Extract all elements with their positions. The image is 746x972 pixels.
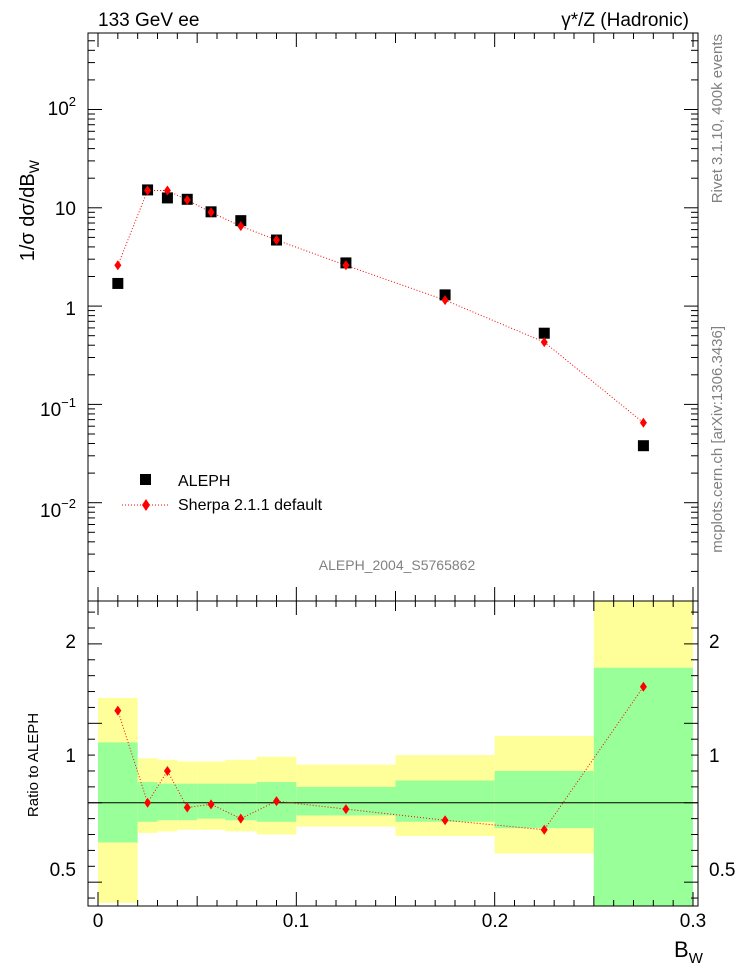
data-point	[439, 289, 451, 301]
mc-point	[342, 260, 350, 271]
ratio-point	[273, 796, 280, 807]
ratio-ytick-0.5-right: 0.5	[709, 860, 735, 881]
ratio-bands	[88, 601, 698, 906]
ratio-ytick-0.5: 0.5	[50, 860, 76, 881]
xtick-label-0: 0	[93, 911, 104, 932]
xtick-label-0.1: 0.1	[283, 911, 309, 932]
band-inner-0	[98, 742, 138, 843]
ytick-label-100: 102	[48, 94, 76, 120]
ytick-label-1: 1	[65, 299, 76, 320]
ratio-ylabel: Ratio to ALEPH	[25, 713, 42, 817]
mc-point	[237, 221, 245, 232]
source-url: mcplots.cern.ch [arXiv:1306.3436]	[709, 326, 726, 553]
ratio-point	[114, 705, 122, 716]
header-left: 133 GeV ee	[98, 10, 199, 31]
mc-point	[207, 207, 215, 218]
ratio-point	[183, 802, 191, 813]
ratio-point	[639, 681, 647, 692]
ytick-label-0.01: 10−2	[40, 496, 76, 522]
ratio-point	[441, 815, 449, 826]
data-point	[637, 440, 649, 452]
ratio-ytick-2-right: 2	[709, 632, 720, 653]
mc-point	[540, 337, 548, 348]
xlabel: BW	[674, 937, 704, 967]
data-point	[161, 192, 173, 204]
header-right: γ*/Z (Hadronic)	[561, 10, 689, 31]
mc-line	[117, 189, 644, 424]
band-inner-2	[157, 783, 178, 821]
mc-point	[183, 195, 191, 206]
main-frame	[87, 32, 699, 602]
ratio-point	[237, 813, 245, 824]
ytick-label-10: 10	[55, 199, 76, 220]
data-point	[538, 327, 550, 339]
ratio-frame	[87, 600, 699, 907]
ratio-ytick-1-right: 1	[709, 746, 720, 767]
band-inner-10	[593, 667, 693, 906]
axis-ticks	[88, 32, 698, 906]
legend-mc-marker	[142, 499, 150, 511]
ratio-data	[114, 681, 647, 835]
ratio-point	[342, 804, 350, 815]
ratio-point	[540, 824, 548, 835]
mc-point	[273, 235, 280, 246]
legend-data-marker	[140, 474, 151, 485]
main-data	[112, 184, 649, 452]
mc-point	[114, 260, 122, 271]
ratio-point	[207, 799, 215, 810]
ytick-label-0.1: 10−1	[40, 395, 76, 421]
mc-point	[441, 295, 449, 306]
legend-data-label: ALEPH	[178, 473, 230, 490]
mc-point	[639, 417, 647, 428]
data-point	[112, 277, 124, 289]
xtick-label-0.2: 0.2	[482, 911, 508, 932]
mc-point	[163, 185, 171, 196]
ratio-point	[144, 797, 152, 808]
ratio-ytick-1: 1	[65, 746, 76, 767]
ratio-point	[163, 765, 171, 776]
band-inner-3	[177, 783, 198, 821]
watermark: ALEPH_2004_S5765862	[319, 557, 476, 573]
band-inner-9	[494, 770, 594, 829]
ratio-ytick-2: 2	[65, 632, 76, 653]
xtick-label-0.3: 0.3	[680, 911, 706, 932]
legend-mc-label: Sherpa 2.1.1 default	[178, 497, 323, 514]
band-inner-8	[395, 780, 495, 822]
rivet-label: Rivet 3.1.10, 400k events	[709, 34, 726, 203]
main-ylabel: 1/σ dσ/dBW	[17, 159, 42, 261]
mc-point	[144, 185, 152, 196]
data-point	[235, 215, 247, 227]
